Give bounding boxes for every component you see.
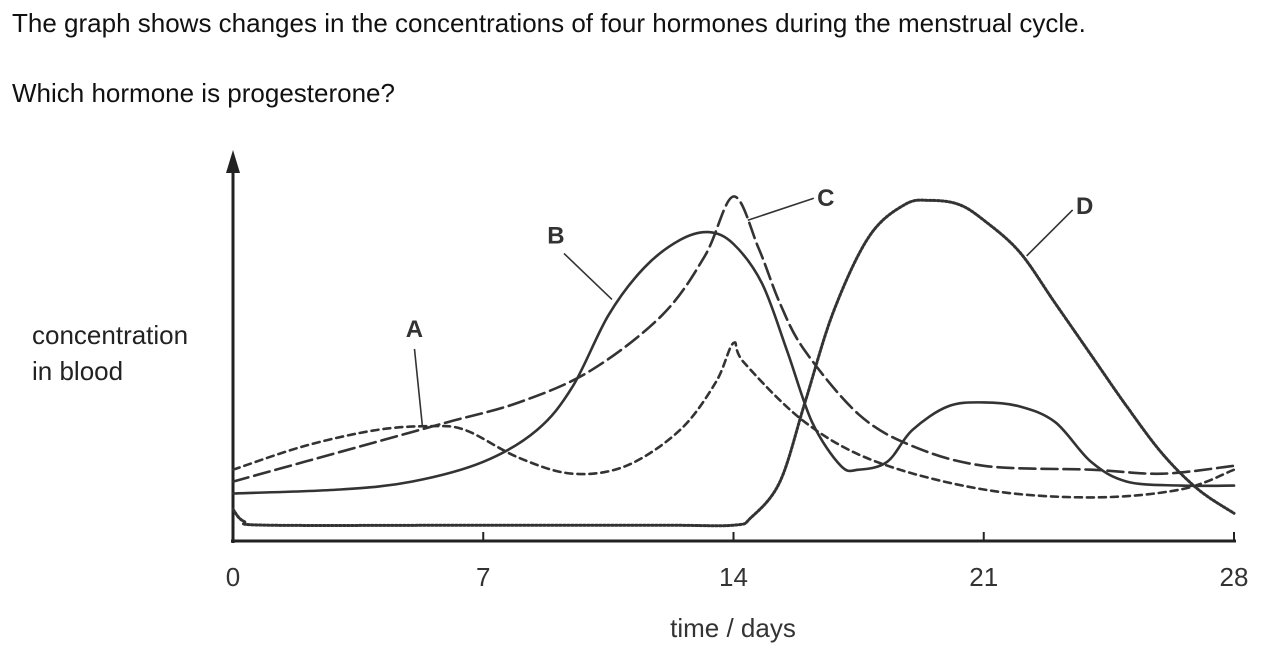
- series-label-a: A: [406, 316, 423, 343]
- y-axis-label-line2: in blood: [32, 356, 124, 386]
- y-axis-label-line1: concentration: [32, 320, 189, 350]
- callout-line-d: [1026, 209, 1074, 257]
- series-line-a: [231, 341, 1236, 499]
- x-tick-label: 21: [969, 562, 998, 592]
- x-tick-label: 7: [476, 562, 490, 592]
- series-label-d: D: [1076, 193, 1093, 220]
- callout-line-b: [563, 252, 613, 301]
- callout-line-c: [747, 197, 815, 221]
- series-label-c: C: [817, 185, 834, 212]
- question-text: The graph shows changes in the concentra…: [12, 8, 1086, 38]
- series-line-d: [231, 198, 1236, 528]
- x-tick-label: 14: [719, 562, 748, 592]
- series-label-b: B: [547, 222, 564, 249]
- x-axis-label: time / days: [670, 613, 796, 643]
- series-line-c: [231, 195, 1236, 483]
- series-line-b: [231, 230, 1236, 495]
- x-tick-label: 0: [226, 562, 240, 592]
- x-tick-label: 28: [1220, 562, 1249, 592]
- question-prompt: Which hormone is progesterone?: [12, 78, 395, 108]
- callout-line-a: [413, 348, 424, 428]
